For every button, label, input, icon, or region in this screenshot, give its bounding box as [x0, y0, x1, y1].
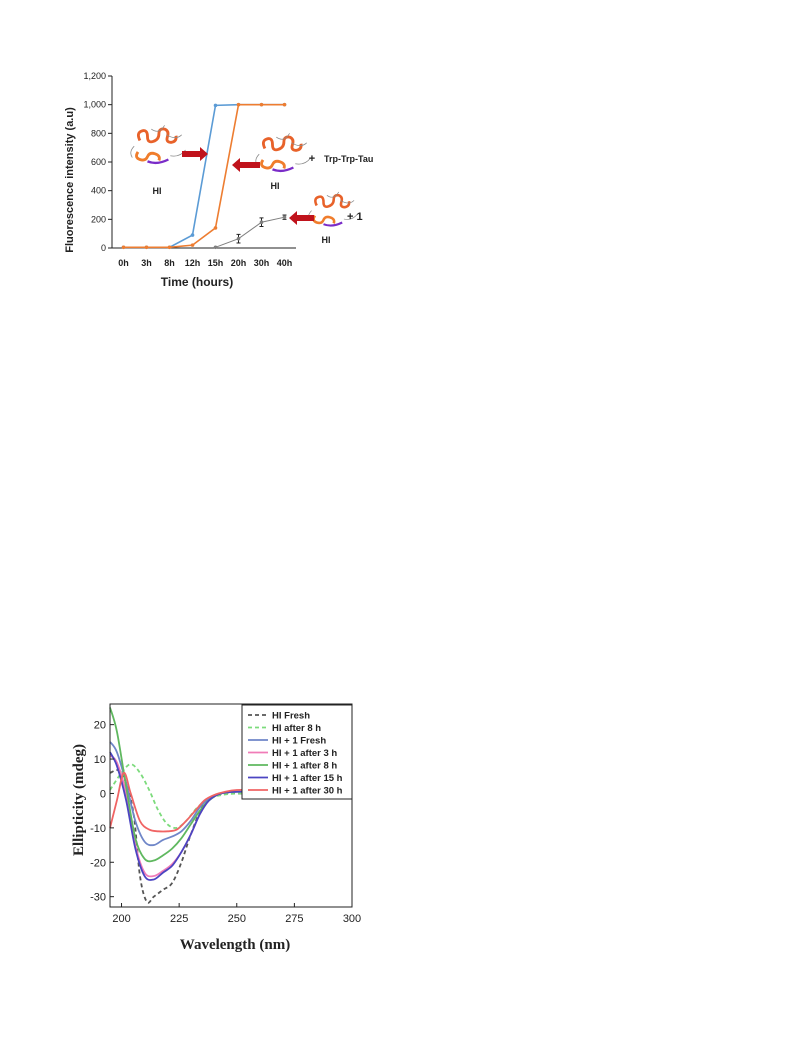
helix — [260, 159, 286, 170]
data-point — [282, 215, 287, 219]
y-tick-label: 800 — [91, 128, 106, 138]
strand — [147, 158, 169, 165]
data-point — [259, 220, 264, 224]
y-tick-label: -30 — [90, 892, 106, 904]
plot-frame — [109, 703, 353, 908]
y-axis-label: Fluorescence intensity (a.u) — [64, 107, 76, 253]
red-arrow-right — [182, 147, 208, 161]
axes: 20 10 0 -10 -20 -30 200 225 250 275 300 — [90, 703, 361, 925]
y-tick-label: 20 — [94, 720, 106, 732]
series-line — [109, 771, 352, 833]
circular-dichroism-chart: Ellipticity (mdeg) Wavelength (nm) 20 10 0… — [71, 703, 361, 953]
x-tick-label: 275 — [285, 913, 303, 925]
y-tick-label: -20 — [90, 857, 106, 869]
data-point — [121, 245, 126, 250]
y-tick-label: 600 — [91, 157, 106, 167]
x-tick-label: 15h — [208, 258, 224, 268]
data-point — [213, 226, 218, 230]
y-tick-label: 0 — [101, 243, 106, 253]
series-line — [123, 103, 285, 249]
helix — [261, 135, 303, 152]
y-tick-label: 0 — [100, 788, 106, 800]
data-point — [213, 245, 218, 250]
coil — [255, 133, 311, 166]
data-point — [236, 236, 241, 241]
annotation-label: HI — [271, 181, 280, 191]
data-point — [190, 233, 195, 237]
legend-label: HI + 1 after 8 h — [272, 761, 337, 772]
data-point — [213, 103, 218, 108]
x-tick-label: 3h — [141, 258, 152, 268]
x-tick-label: 40h — [277, 258, 293, 268]
legend-label: HI + 1 after 30 h — [272, 786, 343, 797]
protein-structure-icon — [130, 125, 186, 165]
annotation-label: + — [309, 153, 315, 165]
data-point — [144, 245, 149, 250]
x-tick-label: 0h — [118, 258, 129, 268]
y-tick-label: 400 — [91, 186, 106, 196]
helix — [314, 193, 351, 209]
red-arrow-left — [289, 211, 314, 225]
legend-label: HI + 1 Fresh — [272, 736, 326, 747]
x-tick-label: 250 — [228, 913, 246, 925]
x-tick-label: 30h — [254, 258, 270, 268]
x-tick-label: 225 — [170, 913, 188, 925]
series-line — [123, 103, 285, 249]
x-axis-label: Wavelength (nm) — [180, 937, 290, 953]
series-line — [215, 216, 285, 248]
protein-structure-icon — [308, 191, 358, 227]
strand — [272, 166, 294, 173]
x-tick-label: 200 — [112, 913, 130, 925]
y-tick-label: 200 — [91, 214, 106, 224]
legend-label: HI + 1 after 3 h — [272, 748, 337, 759]
y-tick-label: 10 — [94, 754, 106, 766]
y-axis-label: Ellipticity (mdeg) — [71, 744, 87, 856]
data-point — [190, 243, 195, 247]
red-arrow-left — [232, 158, 260, 172]
strand — [323, 221, 343, 227]
y-tick-label: 1,000 — [83, 100, 106, 110]
data-point — [259, 102, 264, 107]
x-tick-label: 300 — [343, 913, 361, 925]
y-tick-label: -10 — [90, 823, 106, 835]
coil — [130, 125, 186, 158]
series-line — [109, 763, 352, 829]
data-point — [236, 102, 241, 107]
fluorescence-chart: Fluorescence intensity (a.u) Time (hours… — [64, 71, 373, 289]
helix — [135, 151, 161, 162]
data-point — [167, 245, 172, 250]
helix — [312, 214, 336, 225]
series-lines — [109, 707, 352, 904]
legend-label: HI after 8 h — [272, 723, 321, 734]
coil — [308, 191, 358, 221]
legend-label: HI + 1 after 15 h — [272, 773, 343, 784]
annotation-label: Trp-Trp-Tau — [324, 154, 373, 164]
annotations: HI HI + Trp-Trp-Tau HI + 1 — [130, 125, 373, 245]
y-tick-label: 1,200 — [83, 71, 106, 81]
protein-structure-icon — [255, 133, 311, 173]
legend-label: HI Fresh — [272, 711, 310, 722]
x-tick-label: 20h — [231, 258, 247, 268]
axes: 0 200 400 600 800 1,000 1,200 0h 3h 8h 12h 15h 20h 30… — [83, 71, 296, 268]
series-line — [109, 751, 352, 881]
annotation-label: HI — [153, 186, 162, 196]
series-lines — [121, 102, 287, 250]
x-tick-label: 8h — [164, 258, 175, 268]
data-point — [282, 102, 287, 107]
x-tick-label: 12h — [185, 258, 201, 268]
helix — [136, 127, 178, 144]
annotation-label: + 1 — [347, 211, 363, 223]
annotation-label: HI — [322, 235, 331, 245]
x-axis-label: Time (hours) — [161, 275, 233, 289]
